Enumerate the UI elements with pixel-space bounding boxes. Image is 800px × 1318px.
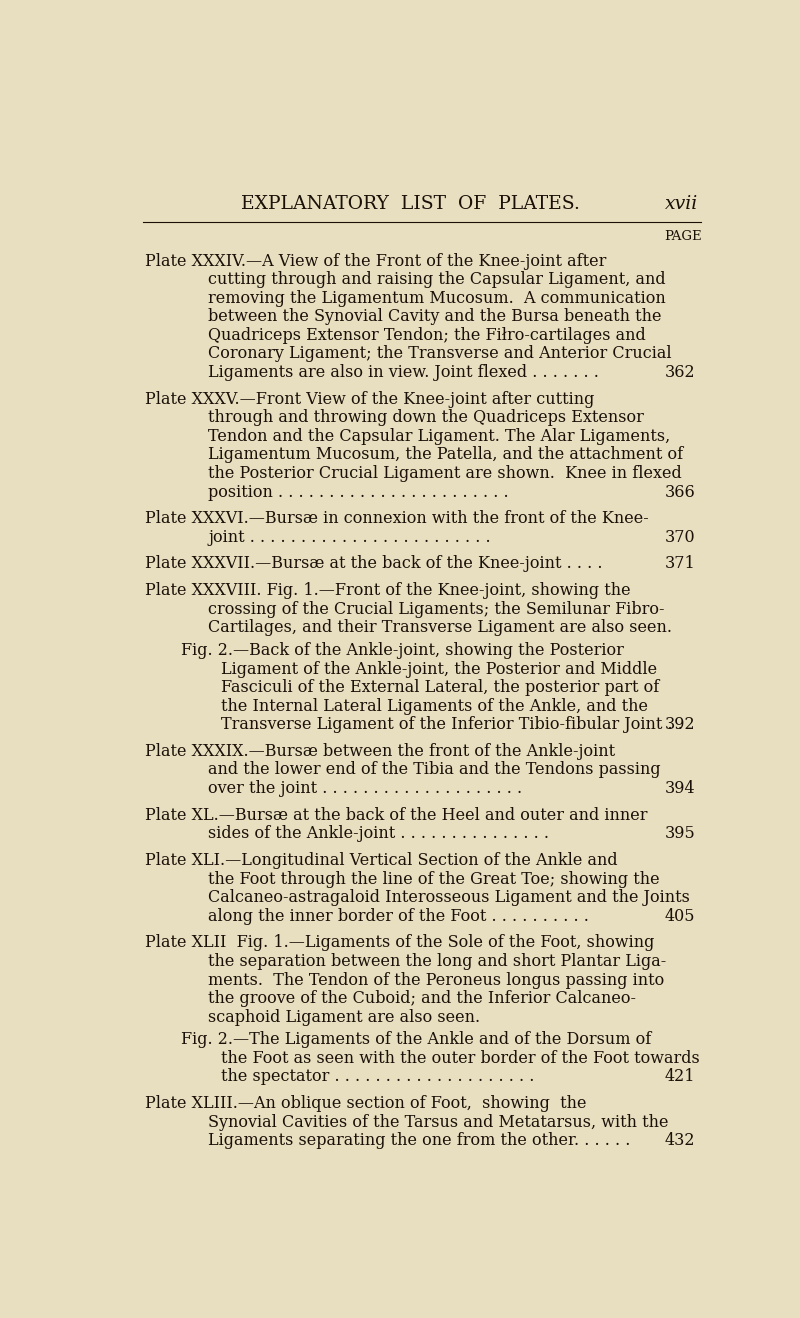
Text: Fig. 2.—The Ligaments of the Ankle and of the Dorsum of: Fig. 2.—The Ligaments of the Ankle and o…	[181, 1032, 651, 1048]
Text: crossing of the Crucial Ligaments; the Semilunar Fibro-: crossing of the Crucial Ligaments; the S…	[209, 601, 665, 618]
Text: Coronary Ligament; the Transverse and Anterior Crucial: Coronary Ligament; the Transverse and An…	[209, 345, 672, 362]
Text: Plate XLI.—Longitudinal Vertical Section of the Ankle and: Plate XLI.—Longitudinal Vertical Section…	[145, 851, 618, 869]
Text: 362: 362	[665, 364, 695, 381]
Text: over the joint . . . . . . . . . . . . . . . . . . . .: over the joint . . . . . . . . . . . . .…	[209, 780, 522, 797]
Text: Plate XLII  Fig. 1.—Ligaments of the Sole of the Foot, showing: Plate XLII Fig. 1.—Ligaments of the Sole…	[145, 934, 654, 952]
Text: 371: 371	[665, 555, 695, 572]
Text: Plate XXXIV.—A View of the Front of the Knee-joint after: Plate XXXIV.—A View of the Front of the …	[145, 253, 606, 270]
Text: Tendon and the Capsular Ligament. The Alar Ligaments,: Tendon and the Capsular Ligament. The Al…	[209, 428, 670, 444]
Text: Ligaments are also in view. Joint flexed . . . . . . .: Ligaments are also in view. Joint flexed…	[209, 364, 599, 381]
Text: Plate XL.—Bursæ at the back of the Heel and outer and inner: Plate XL.—Bursæ at the back of the Heel …	[145, 807, 647, 824]
Text: 405: 405	[665, 908, 695, 925]
Text: 392: 392	[665, 716, 695, 733]
Text: Transverse Ligament of the Inferior Tibio-fibular Joint . .: Transverse Ligament of the Inferior Tibi…	[221, 716, 682, 733]
Text: cutting through and raising the Capsular Ligament, and: cutting through and raising the Capsular…	[209, 272, 666, 289]
Text: Plate XLIII.—An oblique section of Foot,  showing  the: Plate XLIII.—An oblique section of Foot,…	[145, 1095, 586, 1112]
Text: Ligamentum Mucosum, the Patella, and the attachment of: Ligamentum Mucosum, the Patella, and the…	[209, 447, 684, 464]
Text: between the Synovial Cavity and the Bursa beneath the: between the Synovial Cavity and the Burs…	[209, 308, 662, 326]
Text: Plate XXXV.—Front View of the Knee-joint after cutting: Plate XXXV.—Front View of the Knee-joint…	[145, 390, 594, 407]
Text: Quadriceps Extensor Tendon; the Fiłro-cartilages and: Quadriceps Extensor Tendon; the Fiłro-ca…	[209, 327, 646, 344]
Text: Plate XXXVIII. Fig. 1.—Front of the Knee-joint, showing the: Plate XXXVIII. Fig. 1.—Front of the Knee…	[145, 583, 630, 600]
Text: Plate XXXVI.—Bursæ in connexion with the front of the Knee-: Plate XXXVI.—Bursæ in connexion with the…	[145, 510, 648, 527]
Text: the spectator . . . . . . . . . . . . . . . . . . . .: the spectator . . . . . . . . . . . . . …	[221, 1069, 534, 1086]
Text: 366: 366	[665, 484, 695, 501]
Text: Calcaneo-astragaloid Interosseous Ligament and the Joints: Calcaneo-astragaloid Interosseous Ligame…	[209, 890, 690, 907]
Text: Synovial Cavities of the Tarsus and Metatarsus, with the: Synovial Cavities of the Tarsus and Meta…	[209, 1114, 669, 1131]
Text: ments.  The Tendon of the Peroneus longus passing into: ments. The Tendon of the Peroneus longus…	[209, 971, 665, 988]
Text: Ligaments separating the one from the other. . . . . .: Ligaments separating the one from the ot…	[209, 1132, 631, 1149]
Text: Cartilages, and their Transverse Ligament are also seen.: Cartilages, and their Transverse Ligamen…	[209, 619, 673, 637]
Text: Ligament of the Ankle-joint, the Posterior and Middle: Ligament of the Ankle-joint, the Posteri…	[221, 660, 657, 677]
Text: Fig. 2.—Back of the Ankle-joint, showing the Posterior: Fig. 2.—Back of the Ankle-joint, showing…	[181, 642, 623, 659]
Text: EXPLANATORY  LIST  OF  PLATES.: EXPLANATORY LIST OF PLATES.	[241, 195, 579, 212]
Text: 395: 395	[665, 825, 695, 842]
Text: along the inner border of the Foot . . . . . . . . . .: along the inner border of the Foot . . .…	[209, 908, 590, 925]
Text: the Foot through the line of the Great Toe; showing the: the Foot through the line of the Great T…	[209, 871, 660, 887]
Text: 370: 370	[665, 529, 695, 546]
Text: Plate XXXIX.—Bursæ between the front of the Ankle-joint: Plate XXXIX.—Bursæ between the front of …	[145, 743, 614, 760]
Text: the Internal Lateral Ligaments of the Ankle, and the: the Internal Lateral Ligaments of the An…	[221, 697, 648, 714]
Text: PAGE: PAGE	[664, 231, 702, 244]
Text: the separation between the long and short Plantar Liga-: the separation between the long and shor…	[209, 953, 666, 970]
Text: sides of the Ankle-joint . . . . . . . . . . . . . . .: sides of the Ankle-joint . . . . . . . .…	[209, 825, 550, 842]
Text: 432: 432	[665, 1132, 695, 1149]
Text: and the lower end of the Tibia and the Tendons passing: and the lower end of the Tibia and the T…	[209, 762, 661, 779]
Text: position . . . . . . . . . . . . . . . . . . . . . . .: position . . . . . . . . . . . . . . . .…	[209, 484, 509, 501]
Text: the groove of the Cuboid; and the Inferior Calcaneo-: the groove of the Cuboid; and the Inferi…	[209, 990, 637, 1007]
Text: scaphoid Ligament are also seen.: scaphoid Ligament are also seen.	[209, 1008, 481, 1025]
Text: 394: 394	[665, 780, 695, 797]
Text: xvii: xvii	[665, 195, 698, 212]
Text: the Foot as seen with the outer border of the Foot towards: the Foot as seen with the outer border o…	[221, 1050, 700, 1066]
Text: Fasciculi of the External Lateral, the posterior part of: Fasciculi of the External Lateral, the p…	[221, 679, 659, 696]
Text: 421: 421	[665, 1069, 695, 1086]
Text: through and throwing down the Quadriceps Extensor: through and throwing down the Quadriceps…	[209, 409, 644, 426]
Text: Plate XXXVII.—Bursæ at the back of the Knee-joint . . . .: Plate XXXVII.—Bursæ at the back of the K…	[145, 555, 602, 572]
Text: joint . . . . . . . . . . . . . . . . . . . . . . . .: joint . . . . . . . . . . . . . . . . . …	[209, 529, 491, 546]
Text: the Posterior Crucial Ligament are shown.  Knee in flexed: the Posterior Crucial Ligament are shown…	[209, 465, 682, 482]
Text: removing the Ligamentum Mucosum.  A communication: removing the Ligamentum Mucosum. A commu…	[209, 290, 666, 307]
